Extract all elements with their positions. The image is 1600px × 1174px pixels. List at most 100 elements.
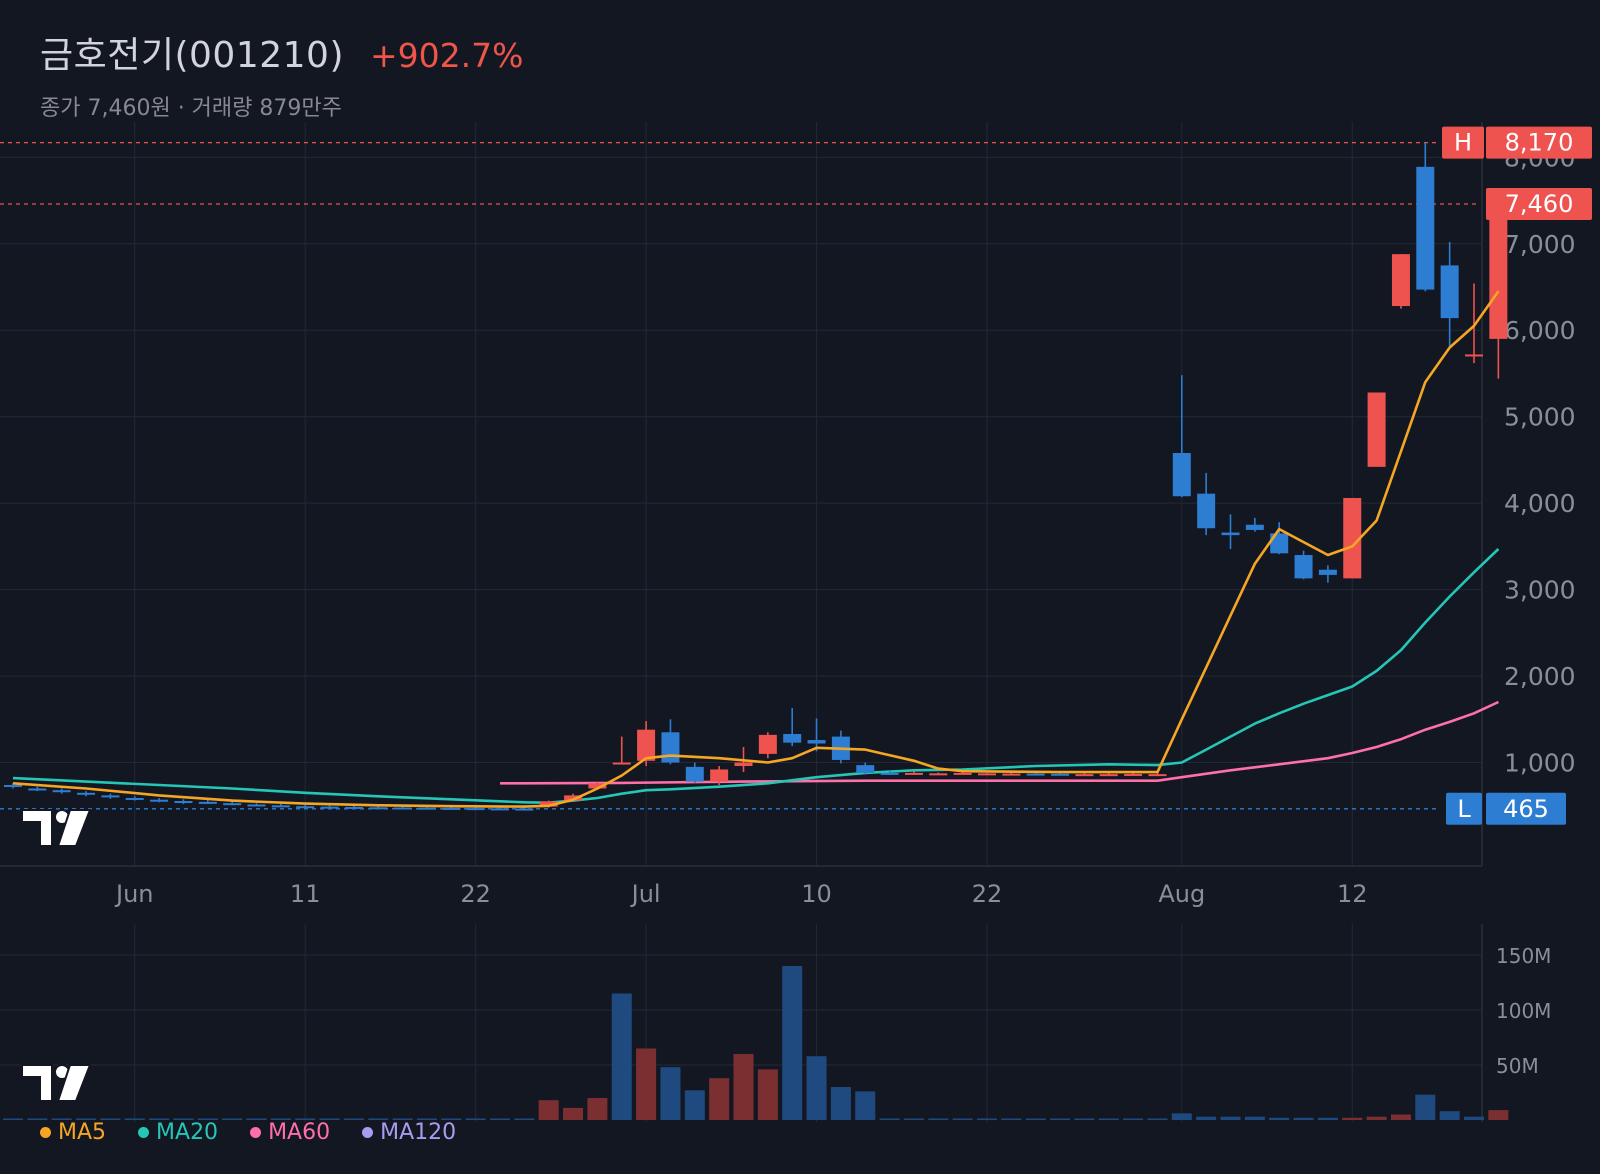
low-tag-text: L [1457, 795, 1471, 823]
candle [1343, 497, 1362, 579]
date-tick-label: 10 [801, 880, 832, 908]
volume-bar [903, 1118, 924, 1120]
legend-dot-ma120 [362, 1127, 374, 1138]
candlesticks [4, 142, 1508, 811]
legend: MA5 MA20 MA60 MA120 [40, 1120, 456, 1145]
volume-bar [1098, 1118, 1119, 1120]
candle-body [1391, 254, 1410, 307]
volume-tick-label: 50M [1496, 1054, 1539, 1078]
candle [856, 762, 875, 775]
candle [1318, 565, 1337, 583]
candle-body [978, 773, 996, 776]
candle-body [198, 801, 217, 804]
candle-body [28, 788, 47, 791]
legend-label-ma5: MA5 [58, 1120, 107, 1145]
volume-bar [1220, 1116, 1241, 1120]
candle-body [1002, 773, 1021, 776]
volume-bar [1317, 1117, 1338, 1120]
candle-body [1197, 493, 1216, 529]
candle-body [393, 807, 412, 810]
candle [880, 771, 899, 775]
candle-body [564, 795, 583, 801]
candle [28, 786, 47, 792]
ma60-line [500, 700, 1499, 785]
high-tag-box [1442, 126, 1484, 159]
candle [1221, 514, 1240, 549]
candle [929, 772, 948, 776]
candle [1367, 392, 1386, 467]
legend-dot-ma20 [138, 1127, 150, 1138]
price-tick-label: 5,000 [1504, 403, 1576, 432]
candle-body [1099, 774, 1118, 777]
legend-label-ma60: MA60 [268, 1120, 331, 1145]
candle-body [1465, 354, 1483, 357]
candle-body [296, 806, 315, 809]
candle-body [758, 734, 777, 754]
volume-bar [660, 1067, 681, 1120]
volume-bar [295, 1118, 316, 1120]
stock-title: 금호전기(001210) [40, 35, 344, 76]
candle [1270, 522, 1289, 555]
volume-bar [1415, 1094, 1436, 1120]
date-tick-label: Jun [114, 880, 154, 908]
candle-body [661, 732, 680, 763]
volume-bar [879, 1118, 900, 1120]
volume-bar [1269, 1117, 1290, 1120]
volume-bar [1366, 1116, 1387, 1120]
volume-bar [757, 1069, 778, 1120]
candle [150, 797, 169, 803]
candle-body [904, 772, 923, 775]
volume-bar [514, 1118, 535, 1120]
candle-body [1367, 392, 1386, 467]
candle-body [612, 762, 631, 765]
candle-body [1440, 265, 1459, 319]
volume-bar [319, 1118, 340, 1120]
candle [77, 791, 96, 797]
candle [1099, 773, 1118, 777]
legend-item-ma5: MA5 [40, 1120, 106, 1145]
volume-bar [1196, 1116, 1217, 1120]
close-value-label-text: 7,460 [1505, 190, 1574, 218]
candle-body [174, 801, 193, 804]
volume-bar [149, 1118, 170, 1120]
candle [904, 771, 923, 775]
candle-body [1172, 453, 1191, 497]
volume-bar [855, 1091, 876, 1120]
volume-bar [1390, 1114, 1411, 1120]
candle [1440, 242, 1459, 346]
candle-body [417, 807, 436, 810]
volume-bar [465, 1118, 486, 1120]
legend-item-ma120: MA120 [362, 1120, 456, 1145]
candle-body [125, 797, 144, 800]
candle-body [101, 795, 120, 798]
candle-body [223, 803, 242, 806]
candle-body [491, 808, 509, 811]
candle-body [539, 801, 558, 807]
candle-body [1489, 204, 1508, 339]
high-tag-text: H [1454, 129, 1472, 157]
candle-body [929, 773, 948, 776]
volume-bar [76, 1118, 97, 1120]
volume-bar [1439, 1111, 1460, 1120]
volume-bar [1244, 1116, 1265, 1120]
candle-body [1051, 773, 1070, 776]
volume-bar [1342, 1117, 1363, 1120]
candle [1026, 773, 1045, 776]
candle-body [1245, 524, 1264, 530]
grid-lines [0, 122, 1482, 1122]
volume-tick-label: 150M [1496, 944, 1551, 968]
volume-bar [246, 1118, 267, 1120]
candle [1124, 773, 1143, 776]
logo-slash [56, 1064, 92, 1102]
legend-dot-ma60 [250, 1127, 262, 1138]
candle-body [1075, 774, 1094, 777]
volume-bar [490, 1118, 510, 1120]
candle [1245, 517, 1264, 532]
volume-bar [1171, 1113, 1192, 1120]
candle-body [1026, 773, 1045, 776]
candle [978, 772, 996, 776]
volume-bar [806, 1056, 827, 1120]
price-tick-label: 6,000 [1504, 316, 1576, 345]
volume-bar [197, 1118, 218, 1120]
